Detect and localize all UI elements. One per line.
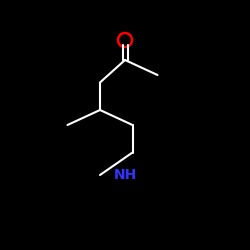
Text: NH: NH — [114, 168, 136, 182]
